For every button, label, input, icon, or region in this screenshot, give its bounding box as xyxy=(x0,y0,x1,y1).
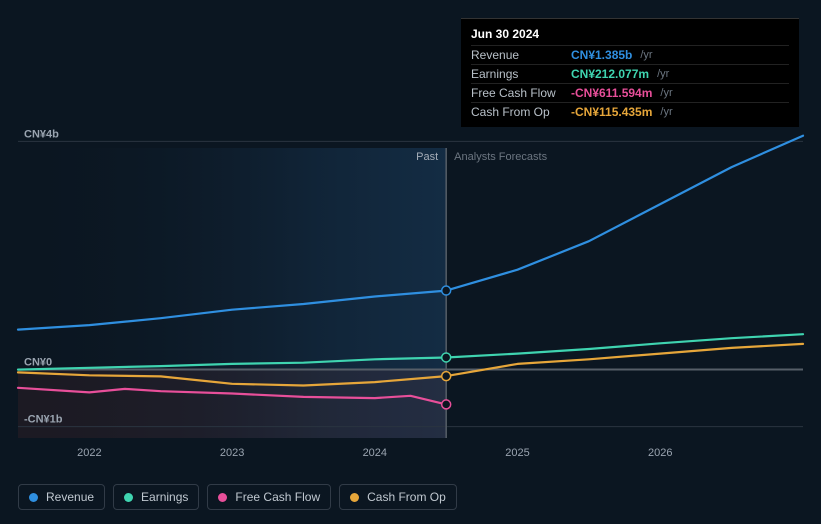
legend-item-earnings[interactable]: Earnings xyxy=(113,484,199,510)
tooltip-row-unit: /yr xyxy=(657,68,669,80)
tooltip-row-unit: /yr xyxy=(640,49,652,61)
y-axis-label: CN¥4b xyxy=(24,128,59,140)
tooltip-row-label: Cash From Op xyxy=(471,105,563,119)
legend-swatch xyxy=(218,493,227,502)
legend-swatch xyxy=(124,493,133,502)
legend-label: Revenue xyxy=(46,490,94,504)
x-axis-label: 2022 xyxy=(77,447,101,459)
x-axis-label: 2026 xyxy=(648,447,672,459)
legend-item-revenue[interactable]: Revenue xyxy=(18,484,105,510)
x-axis-label: 2023 xyxy=(220,447,244,459)
past-label: Past xyxy=(416,151,438,163)
chart-legend: Revenue Earnings Free Cash Flow Cash From O… xyxy=(18,484,457,510)
marker-earnings xyxy=(442,353,451,362)
forecast-label: Analysts Forecasts xyxy=(454,151,547,163)
tooltip-row-label: Free Cash Flow xyxy=(471,86,563,100)
legend-label: Cash From Op xyxy=(367,490,446,504)
marker-revenue xyxy=(442,286,451,295)
legend-item-free_cash_flow[interactable]: Free Cash Flow xyxy=(207,484,331,510)
x-axis-label: 2025 xyxy=(505,447,529,459)
tooltip-row-unit: /yr xyxy=(660,87,672,99)
legend-item-cash_from_op[interactable]: Cash From Op xyxy=(339,484,457,510)
x-axis-label: 2024 xyxy=(363,447,387,459)
legend-swatch xyxy=(350,493,359,502)
tooltip-row: Earnings CN¥212.077m/yr xyxy=(471,64,789,83)
tooltip-row: Revenue CN¥1.385b/yr xyxy=(471,45,789,64)
tooltip-row-value: -CN¥115.435m xyxy=(571,105,652,119)
tooltip-row-value: -CN¥611.594m xyxy=(571,86,652,100)
legend-swatch xyxy=(29,493,38,502)
tooltip-row: Free Cash Flow -CN¥611.594m/yr xyxy=(471,83,789,102)
tooltip-row-unit: /yr xyxy=(660,106,672,118)
marker-cash_from_op xyxy=(442,372,451,381)
tooltip-date: Jun 30 2024 xyxy=(471,27,789,41)
marker-free_cash_flow xyxy=(442,400,451,409)
tooltip-row-value: CN¥1.385b xyxy=(571,48,632,62)
tooltip-row-label: Revenue xyxy=(471,48,563,62)
tooltip-row-label: Earnings xyxy=(471,67,563,81)
tooltip-row: Cash From Op -CN¥115.435m/yr xyxy=(471,102,789,121)
legend-label: Free Cash Flow xyxy=(235,490,320,504)
legend-label: Earnings xyxy=(141,490,188,504)
chart-tooltip: Jun 30 2024 Revenue CN¥1.385b/yr Earnings C… xyxy=(461,18,799,127)
tooltip-row-value: CN¥212.077m xyxy=(571,67,649,81)
y-axis-label: CN¥0 xyxy=(24,357,52,369)
y-axis-label: -CN¥1b xyxy=(24,414,63,426)
